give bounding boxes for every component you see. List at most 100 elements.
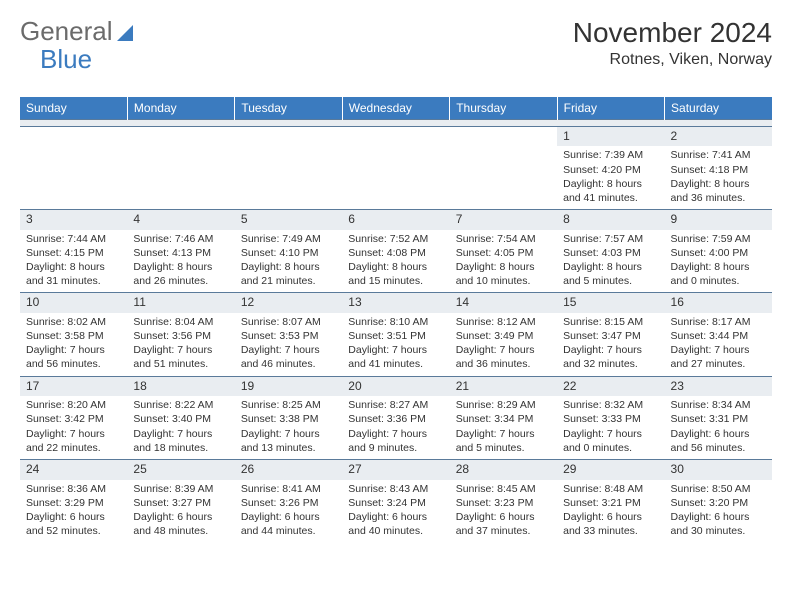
sunset-text: Sunset: 3:38 PM — [241, 412, 336, 426]
weekday-header: Monday — [127, 97, 234, 120]
sunset-text: Sunset: 4:15 PM — [26, 246, 121, 260]
day-details: Sunrise: 7:49 AMSunset: 4:10 PMDaylight:… — [235, 230, 342, 293]
sunrise-text: Sunrise: 7:59 AM — [671, 232, 766, 246]
sunrise-text: Sunrise: 8:15 AM — [563, 315, 658, 329]
calendar-cell: 11Sunrise: 8:04 AMSunset: 3:56 PMDayligh… — [127, 293, 234, 376]
calendar-cell: 1Sunrise: 7:39 AMSunset: 4:20 PMDaylight… — [557, 126, 664, 209]
calendar-cell: 9Sunrise: 7:59 AMSunset: 4:00 PMDaylight… — [665, 210, 772, 293]
day-number: 25 — [127, 460, 234, 480]
sunset-text: Sunset: 3:49 PM — [456, 329, 551, 343]
day-details: Sunrise: 8:20 AMSunset: 3:42 PMDaylight:… — [20, 396, 127, 459]
calendar-cell: 16Sunrise: 8:17 AMSunset: 3:44 PMDayligh… — [665, 293, 772, 376]
sunrise-text: Sunrise: 7:46 AM — [133, 232, 228, 246]
day-number: 17 — [20, 377, 127, 397]
sunrise-text: Sunrise: 8:20 AM — [26, 398, 121, 412]
sunset-text: Sunset: 3:44 PM — [671, 329, 766, 343]
day-number: 23 — [665, 377, 772, 397]
day-details: Sunrise: 8:29 AMSunset: 3:34 PMDaylight:… — [450, 396, 557, 459]
sunset-text: Sunset: 3:21 PM — [563, 496, 658, 510]
sunset-text: Sunset: 4:20 PM — [563, 163, 658, 177]
sunrise-text: Sunrise: 7:54 AM — [456, 232, 551, 246]
logo-text-2: Blue — [40, 44, 92, 75]
calendar-cell: 5Sunrise: 7:49 AMSunset: 4:10 PMDaylight… — [235, 210, 342, 293]
weekday-header: Thursday — [450, 97, 557, 120]
day-number: 7 — [450, 210, 557, 230]
calendar-cell: 29Sunrise: 8:48 AMSunset: 3:21 PMDayligh… — [557, 459, 664, 542]
day-details: Sunrise: 7:52 AMSunset: 4:08 PMDaylight:… — [342, 230, 449, 293]
daylight-text: Daylight: 8 hours and 21 minutes. — [241, 260, 336, 288]
calendar-cell: 4Sunrise: 7:46 AMSunset: 4:13 PMDaylight… — [127, 210, 234, 293]
calendar-cell: 3Sunrise: 7:44 AMSunset: 4:15 PMDaylight… — [20, 210, 127, 293]
sunset-text: Sunset: 3:53 PM — [241, 329, 336, 343]
daylight-text: Daylight: 8 hours and 41 minutes. — [563, 177, 658, 205]
calendar-cell: 28Sunrise: 8:45 AMSunset: 3:23 PMDayligh… — [450, 459, 557, 542]
sunset-text: Sunset: 3:20 PM — [671, 496, 766, 510]
sunrise-text: Sunrise: 8:50 AM — [671, 482, 766, 496]
day-details: Sunrise: 8:36 AMSunset: 3:29 PMDaylight:… — [20, 480, 127, 543]
sunset-text: Sunset: 3:23 PM — [456, 496, 551, 510]
sunset-text: Sunset: 3:26 PM — [241, 496, 336, 510]
day-number: 14 — [450, 293, 557, 313]
sunset-text: Sunset: 3:27 PM — [133, 496, 228, 510]
day-number: 21 — [450, 377, 557, 397]
day-number: 18 — [127, 377, 234, 397]
calendar-cell: 18Sunrise: 8:22 AMSunset: 3:40 PMDayligh… — [127, 376, 234, 459]
weekday-header: Wednesday — [342, 97, 449, 120]
day-details: Sunrise: 7:46 AMSunset: 4:13 PMDaylight:… — [127, 230, 234, 293]
calendar-cell: 24Sunrise: 8:36 AMSunset: 3:29 PMDayligh… — [20, 459, 127, 542]
calendar-cell: 6Sunrise: 7:52 AMSunset: 4:08 PMDaylight… — [342, 210, 449, 293]
day-details: Sunrise: 8:12 AMSunset: 3:49 PMDaylight:… — [450, 313, 557, 376]
day-number: 4 — [127, 210, 234, 230]
calendar-cell: 13Sunrise: 8:10 AMSunset: 3:51 PMDayligh… — [342, 293, 449, 376]
day-number: 27 — [342, 460, 449, 480]
calendar-cell: 20Sunrise: 8:27 AMSunset: 3:36 PMDayligh… — [342, 376, 449, 459]
daylight-text: Daylight: 7 hours and 5 minutes. — [456, 427, 551, 455]
sunset-text: Sunset: 3:33 PM — [563, 412, 658, 426]
daylight-text: Daylight: 7 hours and 13 minutes. — [241, 427, 336, 455]
calendar-week: 10Sunrise: 8:02 AMSunset: 3:58 PMDayligh… — [20, 293, 772, 376]
sunset-text: Sunset: 3:40 PM — [133, 412, 228, 426]
day-details: Sunrise: 8:41 AMSunset: 3:26 PMDaylight:… — [235, 480, 342, 543]
day-details: Sunrise: 8:02 AMSunset: 3:58 PMDaylight:… — [20, 313, 127, 376]
sunrise-text: Sunrise: 8:27 AM — [348, 398, 443, 412]
daylight-text: Daylight: 7 hours and 22 minutes. — [26, 427, 121, 455]
sunrise-text: Sunrise: 8:45 AM — [456, 482, 551, 496]
daylight-text: Daylight: 6 hours and 37 minutes. — [456, 510, 551, 538]
daylight-text: Daylight: 8 hours and 15 minutes. — [348, 260, 443, 288]
weekday-header: Sunday — [20, 97, 127, 120]
calendar-cell: 30Sunrise: 8:50 AMSunset: 3:20 PMDayligh… — [665, 459, 772, 542]
sunset-text: Sunset: 4:08 PM — [348, 246, 443, 260]
calendar-cell: 22Sunrise: 8:32 AMSunset: 3:33 PMDayligh… — [557, 376, 664, 459]
sunset-text: Sunset: 3:34 PM — [456, 412, 551, 426]
day-number: 26 — [235, 460, 342, 480]
calendar-cell: 2Sunrise: 7:41 AMSunset: 4:18 PMDaylight… — [665, 126, 772, 209]
day-number: 1 — [557, 127, 664, 147]
sunrise-text: Sunrise: 8:10 AM — [348, 315, 443, 329]
daylight-text: Daylight: 8 hours and 5 minutes. — [563, 260, 658, 288]
weekday-header-row: SundayMondayTuesdayWednesdayThursdayFrid… — [20, 97, 772, 120]
sunrise-text: Sunrise: 8:22 AM — [133, 398, 228, 412]
day-details: Sunrise: 8:10 AMSunset: 3:51 PMDaylight:… — [342, 313, 449, 376]
calendar-cell: 25Sunrise: 8:39 AMSunset: 3:27 PMDayligh… — [127, 459, 234, 542]
calendar-cell: 19Sunrise: 8:25 AMSunset: 3:38 PMDayligh… — [235, 376, 342, 459]
calendar-cell: 14Sunrise: 8:12 AMSunset: 3:49 PMDayligh… — [450, 293, 557, 376]
calendar-cell: 27Sunrise: 8:43 AMSunset: 3:24 PMDayligh… — [342, 459, 449, 542]
day-details: Sunrise: 8:27 AMSunset: 3:36 PMDaylight:… — [342, 396, 449, 459]
calendar-cell: .... — [20, 126, 127, 209]
calendar-week: 24Sunrise: 8:36 AMSunset: 3:29 PMDayligh… — [20, 459, 772, 542]
day-details: Sunrise: 8:17 AMSunset: 3:44 PMDaylight:… — [665, 313, 772, 376]
sunrise-text: Sunrise: 8:48 AM — [563, 482, 658, 496]
day-details: Sunrise: 8:25 AMSunset: 3:38 PMDaylight:… — [235, 396, 342, 459]
sunset-text: Sunset: 3:47 PM — [563, 329, 658, 343]
sunset-text: Sunset: 4:00 PM — [671, 246, 766, 260]
sunrise-text: Sunrise: 8:17 AM — [671, 315, 766, 329]
calendar-cell: 17Sunrise: 8:20 AMSunset: 3:42 PMDayligh… — [20, 376, 127, 459]
day-details: Sunrise: 7:57 AMSunset: 4:03 PMDaylight:… — [557, 230, 664, 293]
day-details: Sunrise: 8:39 AMSunset: 3:27 PMDaylight:… — [127, 480, 234, 543]
daylight-text: Daylight: 6 hours and 44 minutes. — [241, 510, 336, 538]
logo-text-1: General — [20, 18, 113, 44]
day-details: Sunrise: 8:15 AMSunset: 3:47 PMDaylight:… — [557, 313, 664, 376]
sunset-text: Sunset: 4:05 PM — [456, 246, 551, 260]
sunset-text: Sunset: 3:36 PM — [348, 412, 443, 426]
calendar-cell: 12Sunrise: 8:07 AMSunset: 3:53 PMDayligh… — [235, 293, 342, 376]
